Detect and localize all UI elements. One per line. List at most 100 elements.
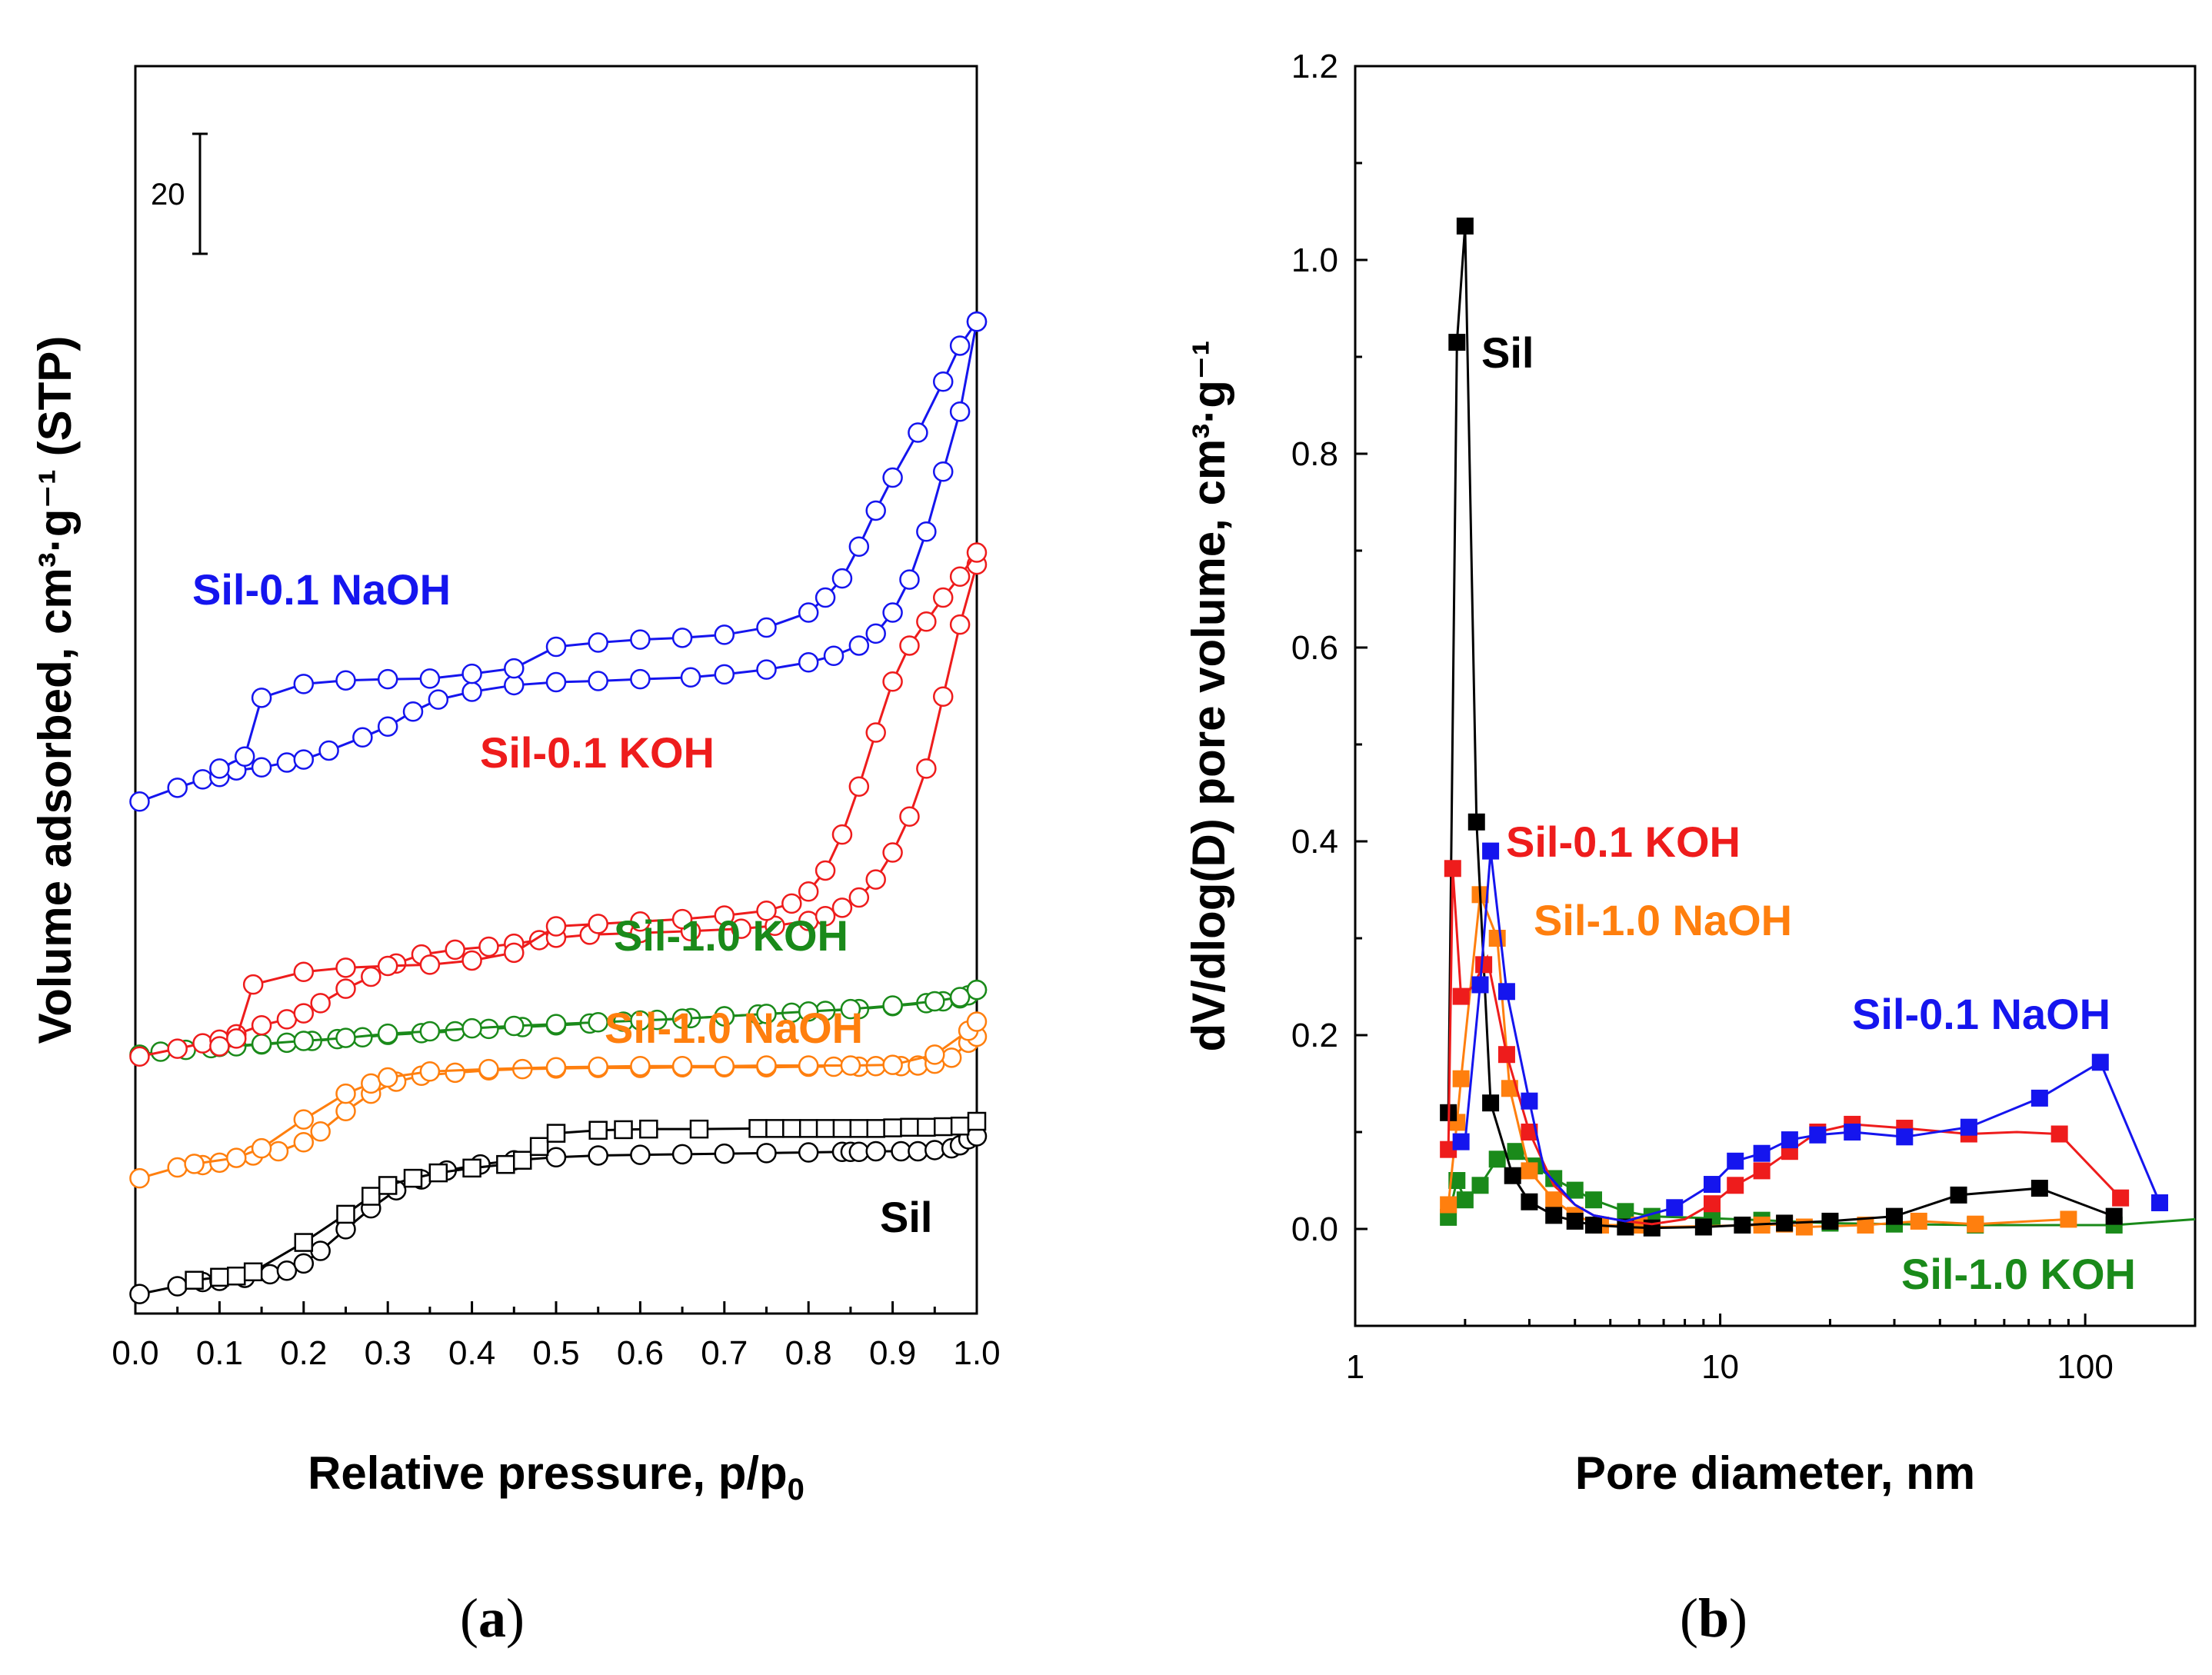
- panel-a-desorption-point: [689, 1119, 709, 1139]
- panel-a-adsorption-point: [335, 978, 356, 999]
- panel-a-desorption-point: [335, 1027, 356, 1048]
- panel-a-y-axis-title: Volume adsorbed, cm³·g⁻¹ (STP): [29, 336, 81, 1044]
- panel-a-label-sil-1-0-naoh: Sil-1.0 NaOH: [605, 1004, 863, 1052]
- panel-a-desorption-point: [933, 1117, 953, 1137]
- panel-a-adsorption-point: [310, 1121, 331, 1142]
- panel-a-adsorption-point: [129, 1046, 150, 1067]
- panel-b-label: (b): [1680, 1587, 1747, 1649]
- panel-a-desorption-point: [588, 632, 608, 653]
- panel-a-desorption-line: [218, 551, 978, 1047]
- panel-a-desorption-point: [900, 1117, 919, 1137]
- panel-b-series-point: [1452, 987, 1470, 1005]
- panel-a-desorption-point: [917, 1117, 936, 1137]
- panel-b-series-point: [2091, 1054, 2109, 1071]
- panel-a-desorption-point: [588, 1056, 608, 1077]
- panel-a-desorption-point: [209, 1036, 230, 1057]
- panel-b-series-point: [1566, 1212, 1584, 1230]
- panel-a-adsorption-point: [949, 401, 971, 422]
- panel-b-label-sil: Sil: [1481, 328, 1534, 377]
- panel-a-desorption-point: [714, 624, 735, 645]
- panel-a-adsorption-point: [848, 1141, 870, 1163]
- panel-b-label-sil-0-1-naoh: Sil-0.1 NaOH: [1852, 990, 2110, 1038]
- panel-a-adsorption-point: [932, 461, 954, 482]
- panel-a-desorption-point: [798, 1119, 818, 1138]
- panel-b-series-line: [1447, 225, 2115, 1230]
- panel-b-series-point: [1703, 1176, 1721, 1194]
- panel-a-desorption-point: [545, 916, 567, 937]
- panel-a-adsorption-point: [831, 897, 853, 918]
- panel-a-adsorption-point: [756, 1143, 777, 1164]
- panel-b-series-point: [1643, 1219, 1661, 1237]
- panel-a-label-sil-1-0-koh: Sil-1.0 KOH: [614, 911, 848, 960]
- panel-a-desorption-point: [714, 1006, 735, 1027]
- panel-b-label-sil-1-0-naoh: Sil-1.0 NaOH: [1534, 896, 1792, 944]
- panel-a-desorption-point: [849, 1119, 869, 1138]
- panel-a-adsorption-point: [899, 806, 920, 828]
- panel-a-desorption-point: [504, 942, 525, 964]
- panel-a-desorption-point: [949, 987, 971, 1007]
- panel-b-series-point: [1488, 1151, 1506, 1168]
- panel-a-desorption-point: [714, 905, 735, 926]
- panel-a-desorption-point: [185, 1270, 204, 1290]
- panel-a-x-tick-label: 0.3: [365, 1334, 411, 1372]
- panel-b-series-point: [1488, 930, 1506, 947]
- panel-b-series-point: [1521, 1092, 1538, 1110]
- panel-a-adsorption-point: [402, 701, 424, 722]
- panel-a-adsorption-point: [167, 1157, 188, 1178]
- panel-b-pore-distribution-chart: 1 10 100 0.0 0.2 0.4 0.6 0.8 1.0 1.2 dV/dlog(D) …: [1183, 48, 2197, 1649]
- panel-b-series-point: [2050, 1125, 2068, 1143]
- panel-b-y-tick-label: 0.4: [1291, 823, 1338, 861]
- panel-a-x-tick-label: 0.5: [532, 1334, 579, 1372]
- panel-a-x-tick-label: 0.7: [701, 1334, 748, 1372]
- panel-b-series-point: [1440, 1196, 1457, 1214]
- panel-a-label: (a): [460, 1587, 525, 1649]
- panel-a-desorption-point: [756, 1055, 777, 1076]
- panel-a-desorption-point: [781, 893, 802, 914]
- panel-a-adsorption-point: [167, 1276, 188, 1297]
- panel-a-adsorption-point: [731, 918, 751, 939]
- panel-a-series-sil: [129, 1111, 988, 1304]
- panel-a-adsorption-point: [293, 1132, 315, 1153]
- panel-a-desorption-point: [782, 1119, 801, 1138]
- panel-a-adsorption-point: [461, 681, 482, 702]
- panel-b-series-point: [1960, 1118, 1977, 1136]
- panel-b-series-sil: [1440, 217, 2123, 1237]
- panel-b-series-point: [2030, 1180, 2048, 1197]
- panel-a-desorption-point: [756, 617, 777, 638]
- panel-a-desorption-point: [831, 824, 853, 845]
- panel-b-series-point: [2060, 1210, 2077, 1228]
- panel-a-desorption-point: [932, 371, 954, 392]
- panel-b-series-point: [1452, 1070, 1470, 1087]
- panel-a-desorption-point: [815, 587, 836, 608]
- panel-a-desorption-point: [243, 1262, 263, 1282]
- panel-a-desorption-point: [293, 961, 315, 983]
- panel-b-series-point: [1456, 1191, 1474, 1209]
- panel-a-desorption-point: [966, 979, 988, 1001]
- panel-a-desorption-point: [462, 1158, 481, 1178]
- panel-b-series-layer: [1440, 217, 2196, 1237]
- panel-b-series-point: [1617, 1203, 1634, 1220]
- panel-a-x-tick-label: 0.2: [280, 1334, 327, 1372]
- panel-a-desorption-point: [949, 566, 971, 588]
- panel-a-desorption-point: [832, 1119, 852, 1138]
- panel-a-adsorption-point: [908, 1141, 928, 1162]
- panel-a-desorption-point: [866, 1119, 885, 1138]
- panel-b-series-point: [1584, 1216, 1602, 1234]
- panel-a-desorption-point: [639, 1119, 658, 1139]
- panel-b-series-point: [1448, 1172, 1466, 1189]
- panel-a-adsorption-point: [545, 671, 567, 693]
- panel-a-desorption-point: [461, 1017, 482, 1039]
- panel-a-desorption-point: [504, 658, 525, 679]
- panel-b-series-point: [1545, 1191, 1563, 1209]
- panel-a-desorption-point: [461, 663, 482, 684]
- panel-a-adsorption-point: [268, 1141, 289, 1162]
- panel-a-adsorption-point: [377, 716, 398, 738]
- panel-a-adsorption-point: [941, 1047, 962, 1068]
- panel-a-desorption-point: [865, 500, 886, 521]
- panel-a-adsorption-point: [714, 664, 735, 685]
- panel-a-desorption-point: [671, 1008, 693, 1029]
- panel-a-adsorption-point: [891, 1141, 911, 1162]
- panel-a-desorption-point: [966, 1011, 988, 1032]
- panel-a-desorption-point: [293, 674, 315, 694]
- panel-b-x-ticks: 1 10 100: [1346, 1314, 2197, 1386]
